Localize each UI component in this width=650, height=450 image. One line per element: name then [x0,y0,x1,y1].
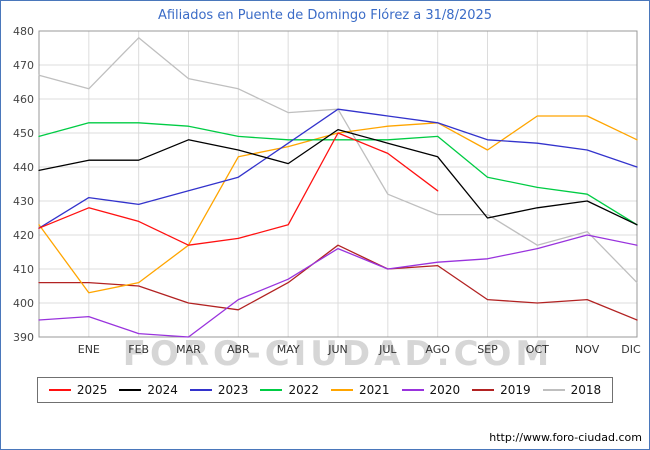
x-tick-label-DIC: DIC [621,343,641,356]
x-tick-label-NOV: NOV [575,343,600,356]
series-line-2025 [38,132,439,246]
legend-item-2018: 2018 [542,383,602,397]
x-tick-label-AGO: AGO [425,343,450,356]
legend-item-2025: 2025 [48,383,108,397]
x-tick-label-ABR: ABR [227,343,250,356]
legend-label-2023: 2023 [217,383,249,397]
legend-item-2022: 2022 [260,383,319,397]
legend-item-2020: 2020 [401,383,461,397]
y-tick-label-470: 470 [13,59,34,72]
legend-label-2022: 2022 [288,383,319,397]
x-tick-label-OCT: OCT [526,343,549,356]
legend-label-2021: 2021 [359,383,390,397]
legend-swatch-2018 [542,389,565,391]
legend-label-2025: 2025 [76,383,108,397]
series-line-2019 [38,244,638,321]
x-tick-label-JUN: JUN [327,343,348,356]
series-line-2024 [38,128,638,226]
legend-swatch-2020 [401,389,424,391]
chart-legend: 2025 2024 2023 2022 2021 2020 2019 2018 [36,377,614,403]
legend-swatch-2022 [260,389,283,391]
x-tick-label-SEP: SEP [477,343,498,356]
legend-swatch-2025 [48,389,71,391]
x-tick-label-MAR: MAR [176,343,201,356]
y-tick-label-430: 430 [13,195,34,208]
footer-url: http://www.foro-ciudad.com [489,431,642,444]
legend-swatch-2023 [189,389,212,391]
series-line-2023 [38,108,638,229]
legend-swatch-2019 [472,389,495,391]
x-tick-label-JUL: JUL [378,343,397,356]
y-tick-label-450: 450 [13,127,34,140]
legend-item-2024: 2024 [119,383,178,397]
x-tick-label-ENE: ENE [78,343,100,356]
y-tick-label-390: 390 [13,331,34,344]
chart-title: Afiliados en Puente de Domingo Flórez a … [157,8,493,23]
x-tick-label-FEB: FEB [128,343,149,356]
legend-item-2021: 2021 [331,383,390,397]
plot-border [38,30,638,338]
legend-label-2019: 2019 [500,383,531,397]
y-tick-label-460: 460 [13,93,34,106]
legend-label-2024: 2024 [147,383,178,397]
y-tick-label-420: 420 [13,229,34,242]
line-chart-canvas: 390 400 410 420 430 440 450 460 470 480 FORO-CIUDA… [13,25,641,374]
legend-label-2018: 2018 [570,383,602,397]
y-tick-label-410: 410 [13,263,34,276]
legend-item-2023: 2023 [189,383,249,397]
legend-item-2019: 2019 [472,383,531,397]
legend-swatch-2024 [119,389,142,391]
watermark-text: FORO-CIUDAD.COM [123,334,554,374]
series-line-2020 [38,234,638,338]
x-tick-label-MAY: MAY [277,343,300,356]
legend-swatch-2021 [331,389,353,391]
series-line-2022 [38,122,638,226]
y-tick-label-480: 480 [13,25,34,38]
y-tick-label-400: 400 [13,297,34,310]
y-tick-label-440: 440 [13,161,34,174]
legend-label-2020: 2020 [429,383,461,397]
